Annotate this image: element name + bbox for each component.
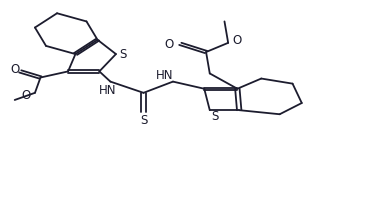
Text: O: O <box>10 63 20 76</box>
Text: S: S <box>140 114 147 127</box>
Text: O: O <box>233 34 242 47</box>
Text: HN: HN <box>156 69 174 82</box>
Text: O: O <box>22 89 31 102</box>
Text: S: S <box>119 48 126 61</box>
Text: S: S <box>212 110 219 123</box>
Text: HN: HN <box>99 84 116 97</box>
Text: O: O <box>164 38 173 51</box>
